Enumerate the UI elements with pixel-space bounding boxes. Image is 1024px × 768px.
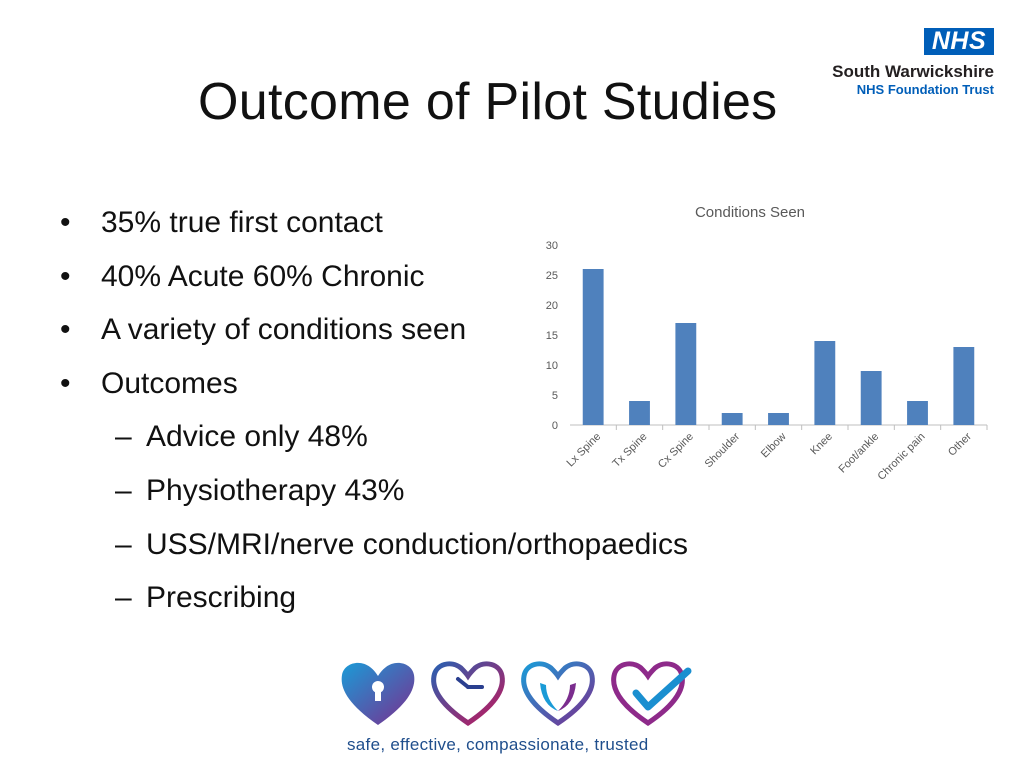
- y-tick-label: 10: [546, 360, 558, 372]
- bar: [907, 401, 928, 425]
- bar: [814, 341, 836, 425]
- x-tick-label: Cx Spine: [656, 431, 696, 471]
- footer-tagline: safe, effective, compassionate, trusted: [347, 735, 649, 754]
- x-tick-label: Knee: [808, 431, 835, 458]
- bullet-item: 35% true first contact: [60, 196, 688, 250]
- x-tick-label: Other: [946, 430, 974, 458]
- x-tick-label: Lx Spine: [565, 431, 604, 470]
- trust-subtitle: NHS Foundation Trust: [856, 82, 994, 97]
- y-tick-label: 0: [552, 420, 558, 432]
- bar: [953, 347, 975, 425]
- y-tick-label: 25: [546, 270, 558, 282]
- conditions-bar-chart: Conditions Seen 0 5 10 15 20 25 30 Lx Spine Tx Sp…: [546, 204, 988, 483]
- trust-name: South Warwickshire: [832, 62, 994, 81]
- sub-bullet-item: Advice only 48%: [60, 410, 688, 464]
- bullet-item: Outcomes: [60, 357, 688, 411]
- chart-title: Conditions Seen: [695, 204, 805, 221]
- bar: [860, 371, 882, 425]
- heart-hands-icon: [521, 661, 595, 727]
- bar: [629, 401, 650, 425]
- x-tick-label: Shoulder: [703, 430, 743, 470]
- y-tick-label: 20: [546, 300, 558, 312]
- heart-clock-icon: [431, 661, 505, 727]
- heart-lock-icon: [341, 662, 415, 725]
- heart-check-icon: [611, 661, 692, 727]
- values-icons: [341, 661, 692, 727]
- sub-bullet-item: USS/MRI/nerve conduction/orthopaedics: [60, 518, 688, 572]
- x-tick-label: Chronic pain: [875, 431, 927, 483]
- bar: [721, 413, 743, 425]
- bar: [675, 323, 697, 425]
- y-tick-label: 30: [546, 240, 558, 252]
- bar: [768, 413, 789, 425]
- slide-title: Outcome of Pilot Studies: [198, 73, 778, 131]
- nhs-logo-badge: NHS: [924, 28, 994, 55]
- sub-bullet-item: Physiotherapy 43%: [60, 464, 688, 518]
- sub-bullet-item: Prescribing: [60, 571, 688, 625]
- x-tick-label: Foot/ankle: [836, 431, 881, 476]
- bullet-item: 40% Acute 60% Chronic: [60, 250, 688, 304]
- x-tick-label: Elbow: [759, 431, 789, 461]
- y-tick-label: 15: [546, 330, 558, 342]
- bar: [582, 269, 604, 425]
- bullet-item: A variety of conditions seen: [60, 303, 688, 357]
- y-tick-label: 5: [552, 390, 558, 402]
- bullet-list: 35% true first contact 40% Acute 60% Chr…: [60, 196, 688, 625]
- x-tick-label: Tx Spine: [610, 431, 649, 470]
